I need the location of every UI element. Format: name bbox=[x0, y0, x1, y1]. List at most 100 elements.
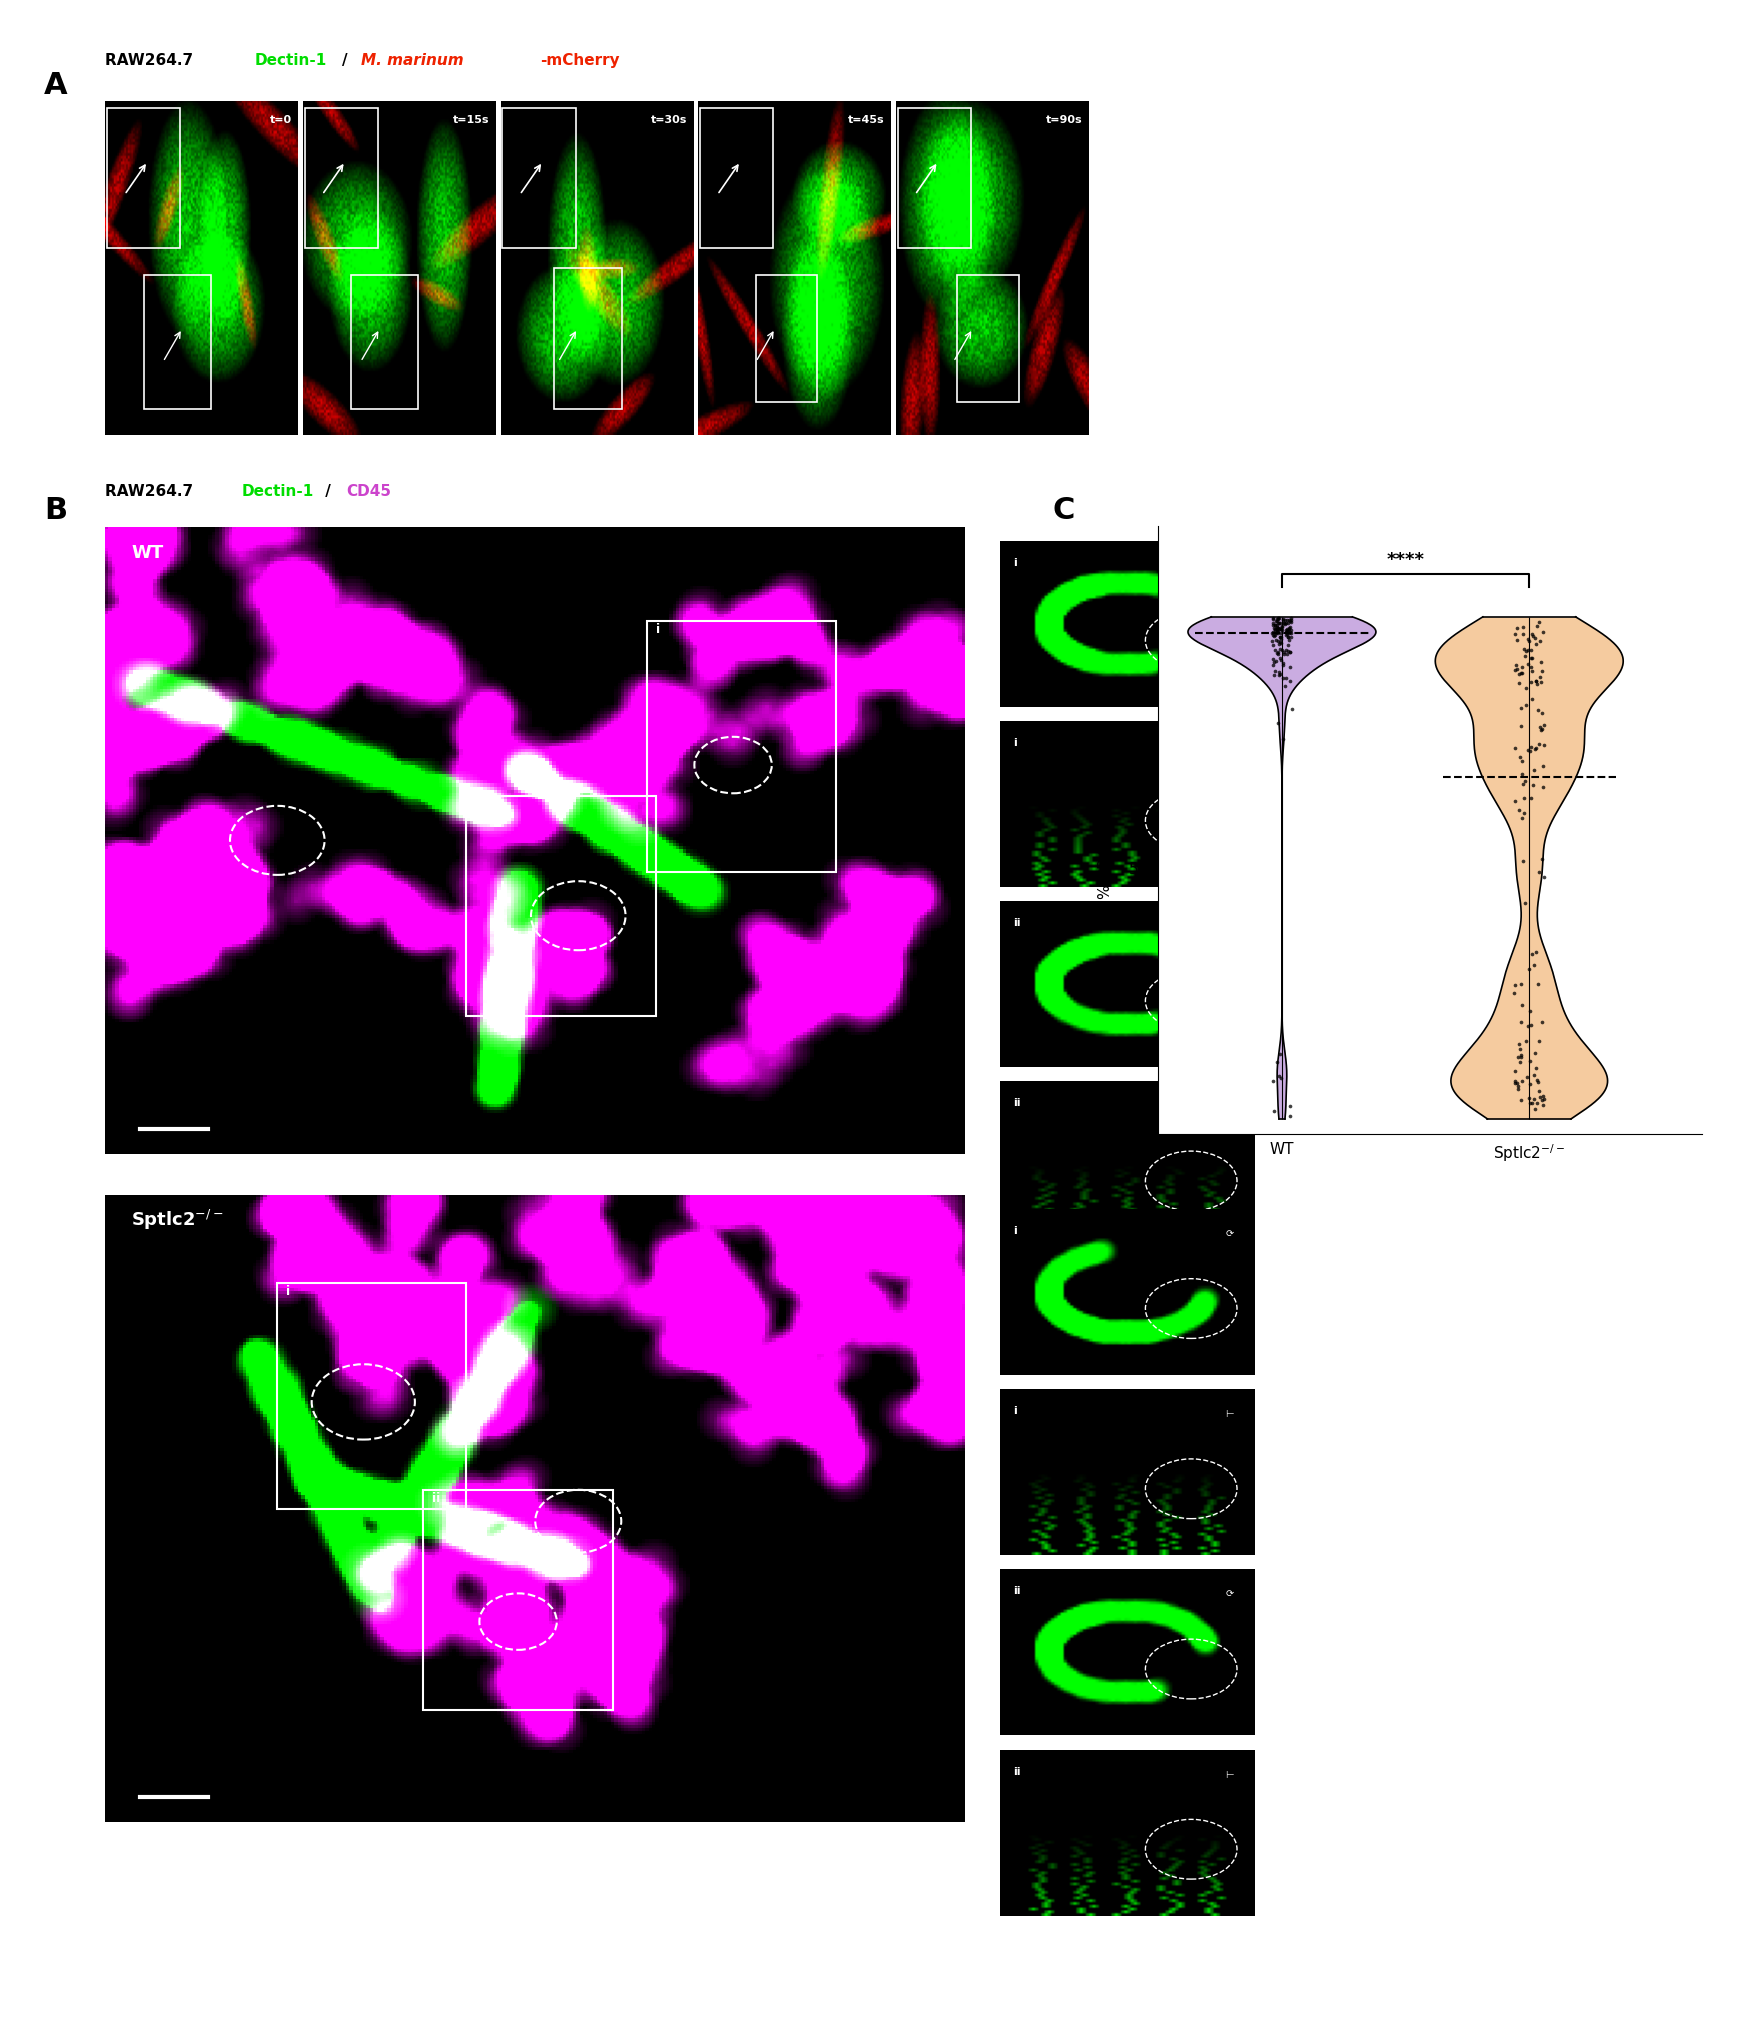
Text: Dectin-1: Dectin-1 bbox=[240, 484, 314, 498]
Point bbox=[1525, 1081, 1553, 1114]
Point bbox=[1258, 1065, 1286, 1098]
Point bbox=[1525, 1075, 1553, 1108]
Point bbox=[1264, 612, 1292, 644]
Point bbox=[1274, 630, 1302, 662]
Point bbox=[1271, 670, 1299, 703]
Point bbox=[1264, 707, 1292, 739]
Point bbox=[1267, 620, 1295, 652]
Point bbox=[1265, 612, 1293, 644]
Text: M. marinum: M. marinum bbox=[362, 53, 463, 69]
Bar bbox=[144, 275, 211, 409]
Point bbox=[1260, 612, 1288, 644]
Point bbox=[1258, 608, 1286, 640]
Point bbox=[1264, 656, 1292, 688]
Point bbox=[1504, 794, 1532, 826]
Text: ⟳: ⟳ bbox=[1225, 561, 1234, 571]
Point bbox=[1508, 1083, 1536, 1116]
Point bbox=[1272, 634, 1300, 666]
Point bbox=[1265, 614, 1293, 646]
Point bbox=[1260, 610, 1288, 642]
Point bbox=[1269, 614, 1297, 646]
Point bbox=[1269, 603, 1297, 636]
Point bbox=[1520, 1059, 1548, 1091]
Bar bbox=[351, 275, 418, 409]
Point bbox=[1276, 605, 1304, 638]
Text: ii: ii bbox=[1013, 917, 1021, 927]
Point bbox=[1516, 731, 1544, 763]
Bar bbox=[277, 1282, 467, 1509]
Point bbox=[1265, 1039, 1293, 1071]
Point bbox=[1509, 618, 1537, 650]
Text: i: i bbox=[1013, 557, 1016, 567]
Point bbox=[1506, 741, 1534, 774]
Point bbox=[1529, 842, 1557, 875]
Point bbox=[1262, 1045, 1290, 1077]
Point bbox=[1274, 612, 1302, 644]
Point bbox=[1508, 802, 1536, 834]
Point bbox=[1522, 936, 1550, 968]
Point bbox=[1272, 618, 1300, 650]
Point bbox=[1269, 634, 1297, 666]
Point bbox=[1529, 1089, 1557, 1122]
Point bbox=[1264, 616, 1292, 648]
Point bbox=[1508, 968, 1536, 1000]
Text: /: / bbox=[342, 53, 347, 69]
Point bbox=[1525, 727, 1553, 759]
Point bbox=[1529, 697, 1557, 729]
Text: ii: ii bbox=[476, 800, 483, 812]
Point bbox=[1504, 1029, 1532, 1061]
Point bbox=[1258, 620, 1286, 652]
Point bbox=[1262, 644, 1290, 676]
Point bbox=[1525, 1025, 1553, 1057]
Point bbox=[1522, 1091, 1550, 1124]
Point bbox=[1278, 605, 1306, 638]
Point bbox=[1504, 658, 1532, 691]
Point bbox=[1264, 608, 1292, 640]
Text: t=45s: t=45s bbox=[848, 115, 885, 126]
Point bbox=[1262, 618, 1290, 650]
Text: i: i bbox=[1013, 1405, 1016, 1415]
Point bbox=[1276, 616, 1304, 648]
Point bbox=[1516, 650, 1544, 682]
Point bbox=[1523, 1087, 1551, 1120]
Point bbox=[1501, 1067, 1529, 1100]
Point bbox=[1529, 1006, 1557, 1039]
Point bbox=[1522, 733, 1550, 765]
Point bbox=[1264, 612, 1292, 644]
Text: Sptlc2$^{-/-}$: Sptlc2$^{-/-}$ bbox=[132, 1209, 223, 1231]
Point bbox=[1276, 636, 1304, 668]
Point bbox=[1269, 648, 1297, 680]
Point bbox=[1515, 1081, 1543, 1114]
Point bbox=[1516, 1067, 1544, 1100]
Point bbox=[1518, 642, 1546, 674]
Point bbox=[1258, 630, 1286, 662]
Point bbox=[1511, 887, 1539, 919]
Point bbox=[1501, 786, 1529, 818]
Y-axis label: % CD45 exclusion: % CD45 exclusion bbox=[1099, 761, 1113, 899]
Point bbox=[1267, 624, 1295, 656]
Point bbox=[1516, 634, 1544, 666]
Point bbox=[1265, 608, 1293, 640]
Point bbox=[1260, 1094, 1288, 1126]
Point bbox=[1258, 616, 1286, 648]
Point bbox=[1269, 601, 1297, 634]
Point bbox=[1525, 605, 1553, 638]
Point bbox=[1509, 610, 1537, 642]
Point bbox=[1274, 608, 1302, 640]
Point bbox=[1501, 654, 1529, 686]
Point bbox=[1501, 731, 1529, 763]
Point bbox=[1276, 650, 1304, 682]
Text: i: i bbox=[1013, 1225, 1016, 1235]
Text: ⊢: ⊢ bbox=[1225, 1102, 1234, 1112]
Point bbox=[1529, 770, 1557, 802]
Point bbox=[1274, 616, 1302, 648]
Point bbox=[1529, 749, 1557, 782]
Point bbox=[1276, 603, 1304, 636]
Text: t=90s: t=90s bbox=[1046, 115, 1083, 126]
Point bbox=[1501, 968, 1529, 1000]
Point bbox=[1518, 618, 1546, 650]
Bar bbox=[423, 1490, 612, 1709]
Point bbox=[1522, 664, 1550, 697]
Point bbox=[1272, 620, 1300, 652]
Point bbox=[1522, 1037, 1550, 1069]
